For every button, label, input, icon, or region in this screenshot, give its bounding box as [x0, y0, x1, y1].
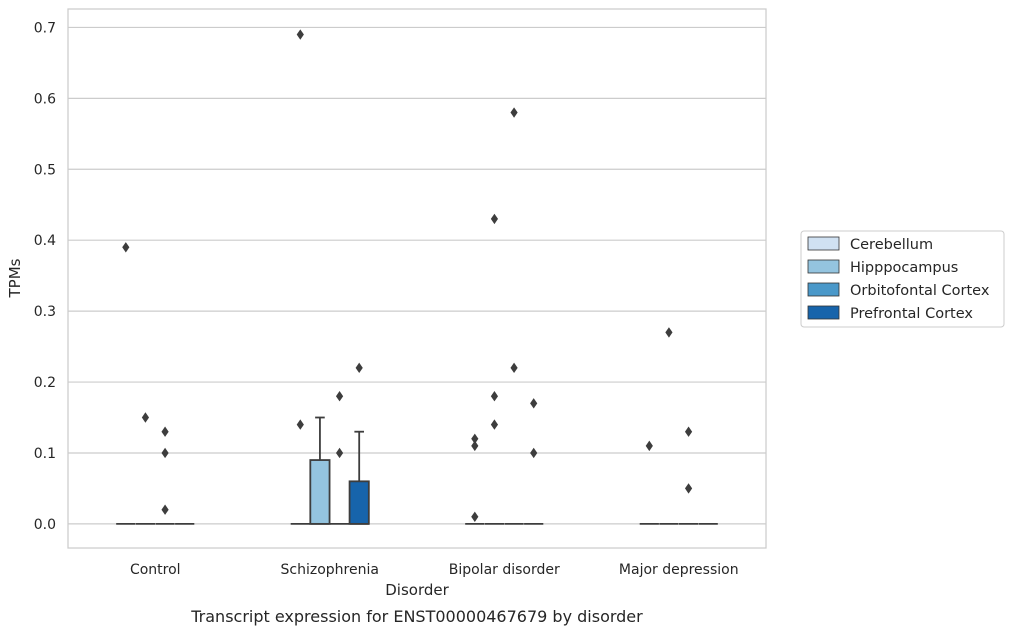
y-axis-label: TPMs	[6, 258, 24, 298]
outlier-point	[296, 419, 304, 430]
outlier-point	[471, 511, 479, 522]
grid-lines	[68, 26, 766, 525]
y-tick-label: 0.6	[34, 91, 56, 107]
x-tick-label: Bipolar disorder	[449, 562, 560, 578]
box	[348, 480, 370, 525]
outlier-point	[296, 29, 304, 40]
legend-swatch-orbitofrontal	[807, 282, 840, 297]
outlier-point	[684, 426, 693, 437]
y-tick-label: 0.1	[34, 446, 56, 462]
outlier-point	[665, 327, 673, 338]
outlier-point	[530, 398, 538, 409]
outlier-point	[141, 412, 150, 423]
outlier-point	[122, 242, 130, 253]
outlier-point	[490, 391, 499, 402]
x-axis-label: Disorder	[385, 581, 449, 599]
outlier-point	[335, 391, 344, 402]
outlier-point	[335, 447, 344, 459]
outlier-point	[645, 440, 653, 452]
outlier-point	[490, 213, 499, 225]
outlier-point	[510, 107, 518, 118]
legend: Cerebellum Hipppocampus Orbitofontal Cor…	[800, 230, 1005, 328]
chart-caption: Transcript expression for ENST0000046767…	[190, 607, 643, 626]
boxes-layer	[116, 416, 718, 525]
y-tick-label: 0.4	[34, 233, 56, 249]
legend-frame	[800, 230, 1005, 328]
y-tick-label: 0.0	[34, 517, 56, 533]
legend-swatch-cerebellum	[807, 236, 840, 251]
outlier-point	[471, 440, 479, 452]
outlier-point	[684, 483, 693, 494]
legend-label-hippocampus: Hipppocampus	[850, 260, 958, 276]
x-tick-label: Major depression	[619, 562, 739, 578]
plot-frame	[67, 8, 767, 549]
legend-swatch-hippocampus	[807, 259, 840, 274]
y-tick-label: 0.5	[34, 162, 56, 178]
outlier-point	[510, 362, 518, 374]
y-tick-label: 0.7	[34, 20, 56, 36]
outlier-point	[490, 419, 499, 430]
legend-label-prefrontal: Prefrontal Cortex	[850, 306, 973, 322]
legend-label-cerebellum: Cerebellum	[850, 237, 933, 253]
y-tick-labels: 0.0 0.1 0.2 0.3 0.4 0.5 0.6 0.7	[34, 20, 56, 532]
outlier-point	[161, 426, 169, 437]
outlier-point	[471, 433, 479, 444]
outliers-layer	[122, 29, 693, 522]
outlier-point	[161, 504, 169, 515]
x-tick-labels: Control Schizophrenia Bipolar disorder Majo…	[130, 562, 739, 578]
x-tick-label: Schizophrenia	[281, 562, 379, 578]
y-tick-label: 0.2	[34, 375, 56, 391]
outlier-point	[530, 447, 538, 459]
legend-label-orbitofrontal: Orbitofontal Cortex	[850, 283, 990, 299]
outlier-point	[355, 362, 363, 374]
box	[309, 459, 331, 525]
y-tick-label: 0.3	[34, 304, 56, 320]
outlier-point	[161, 447, 169, 459]
x-tick-label: Control	[130, 562, 181, 578]
legend-swatch-prefrontal	[807, 305, 840, 320]
